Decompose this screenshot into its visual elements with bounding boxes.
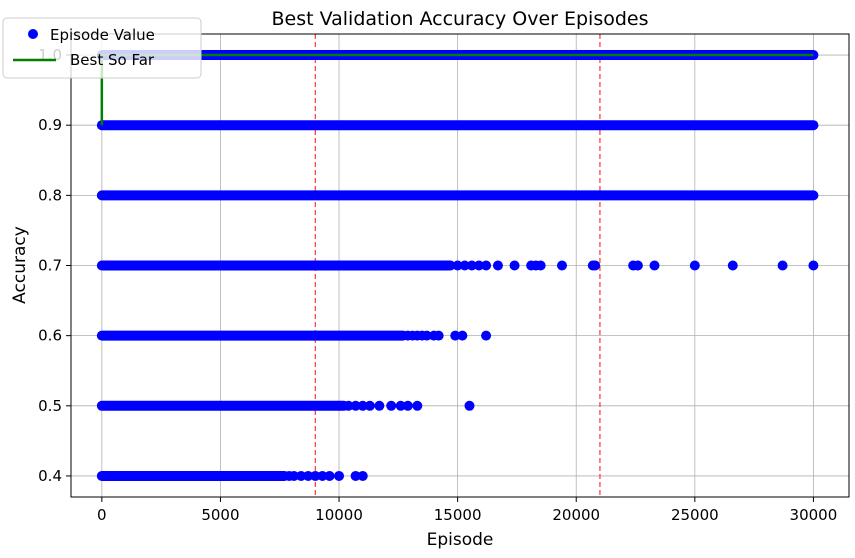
data-point: [481, 260, 492, 271]
data-point: [632, 260, 643, 271]
data-point: [421, 330, 432, 341]
legend: Episode Value Best So Far: [2, 17, 202, 79]
dense-point-run: [96, 260, 456, 271]
data-point: [357, 470, 368, 481]
episode-value-points: [96, 50, 819, 481]
data-point: [310, 470, 321, 481]
dense-point-run: [96, 190, 819, 201]
data-point: [481, 330, 492, 341]
data-point: [457, 330, 468, 341]
y-tick-label: 0.5: [38, 397, 62, 415]
y-tick-label: 0.4: [38, 467, 62, 485]
data-point: [473, 260, 484, 271]
x-tick-label: 10000: [315, 506, 363, 524]
reference-lines: [314, 34, 601, 497]
legend-label-episode-value: Episode Value: [50, 26, 155, 44]
data-point: [509, 260, 520, 271]
data-point: [464, 400, 475, 411]
y-tick-label: 0.9: [38, 116, 62, 134]
data-point: [303, 470, 314, 481]
data-point: [689, 260, 700, 271]
data-point: [296, 470, 307, 481]
legend-marker-episode-value: [28, 29, 38, 39]
data-point: [374, 400, 385, 411]
data-point: [535, 260, 546, 271]
data-point: [556, 260, 567, 271]
data-point: [727, 260, 738, 271]
data-point: [402, 400, 413, 411]
dense-point-run: [96, 330, 409, 341]
y-tick-label: 0.8: [38, 186, 62, 204]
data-point: [590, 260, 601, 271]
dense-point-run: [96, 400, 349, 411]
legend-box: [2, 17, 202, 79]
data-point: [452, 260, 463, 271]
data-point: [649, 260, 660, 271]
legend-label-best-so-far: Best So Far: [70, 51, 155, 69]
data-point: [412, 400, 423, 411]
dense-point-run: [96, 120, 819, 131]
data-point: [466, 260, 477, 271]
x-tick-label: 5000: [201, 506, 239, 524]
x-tick-label: 20000: [552, 506, 600, 524]
point-row: [96, 400, 475, 411]
point-row: [96, 260, 819, 271]
data-point: [459, 260, 470, 271]
point-row: [96, 330, 492, 341]
chart-title: Best Validation Accuracy Over Episodes: [271, 8, 648, 30]
dense-point-run: [96, 470, 290, 481]
data-point: [357, 400, 368, 411]
data-point: [350, 400, 361, 411]
data-point: [450, 330, 461, 341]
x-tick-label: 0: [97, 506, 107, 524]
x-tick-label: 30000: [790, 506, 838, 524]
point-row: [96, 470, 368, 481]
x-axis-label: Episode: [427, 530, 494, 550]
x-tick-label: 15000: [434, 506, 482, 524]
point-row: [96, 190, 819, 201]
ticks: 0 5000 10000 15000 20000 25000 30000 0.4 0.5 0.6 0…: [38, 46, 837, 524]
data-point: [324, 470, 335, 481]
y-tick-label: 0.6: [38, 327, 62, 345]
data-point: [317, 470, 328, 481]
data-point: [364, 400, 375, 411]
data-point: [492, 260, 503, 271]
y-tick-label: 0.7: [38, 257, 62, 275]
data-point: [343, 400, 354, 411]
data-point: [433, 330, 444, 341]
data-point: [395, 400, 406, 411]
data-point: [350, 470, 361, 481]
point-row: [96, 120, 819, 131]
data-point: [777, 260, 788, 271]
data-point: [386, 400, 397, 411]
data-point: [334, 470, 345, 481]
x-tick-label: 25000: [671, 506, 719, 524]
data-point: [288, 470, 299, 481]
y-axis-label: Accuracy: [10, 226, 30, 304]
data-point: [808, 260, 819, 271]
